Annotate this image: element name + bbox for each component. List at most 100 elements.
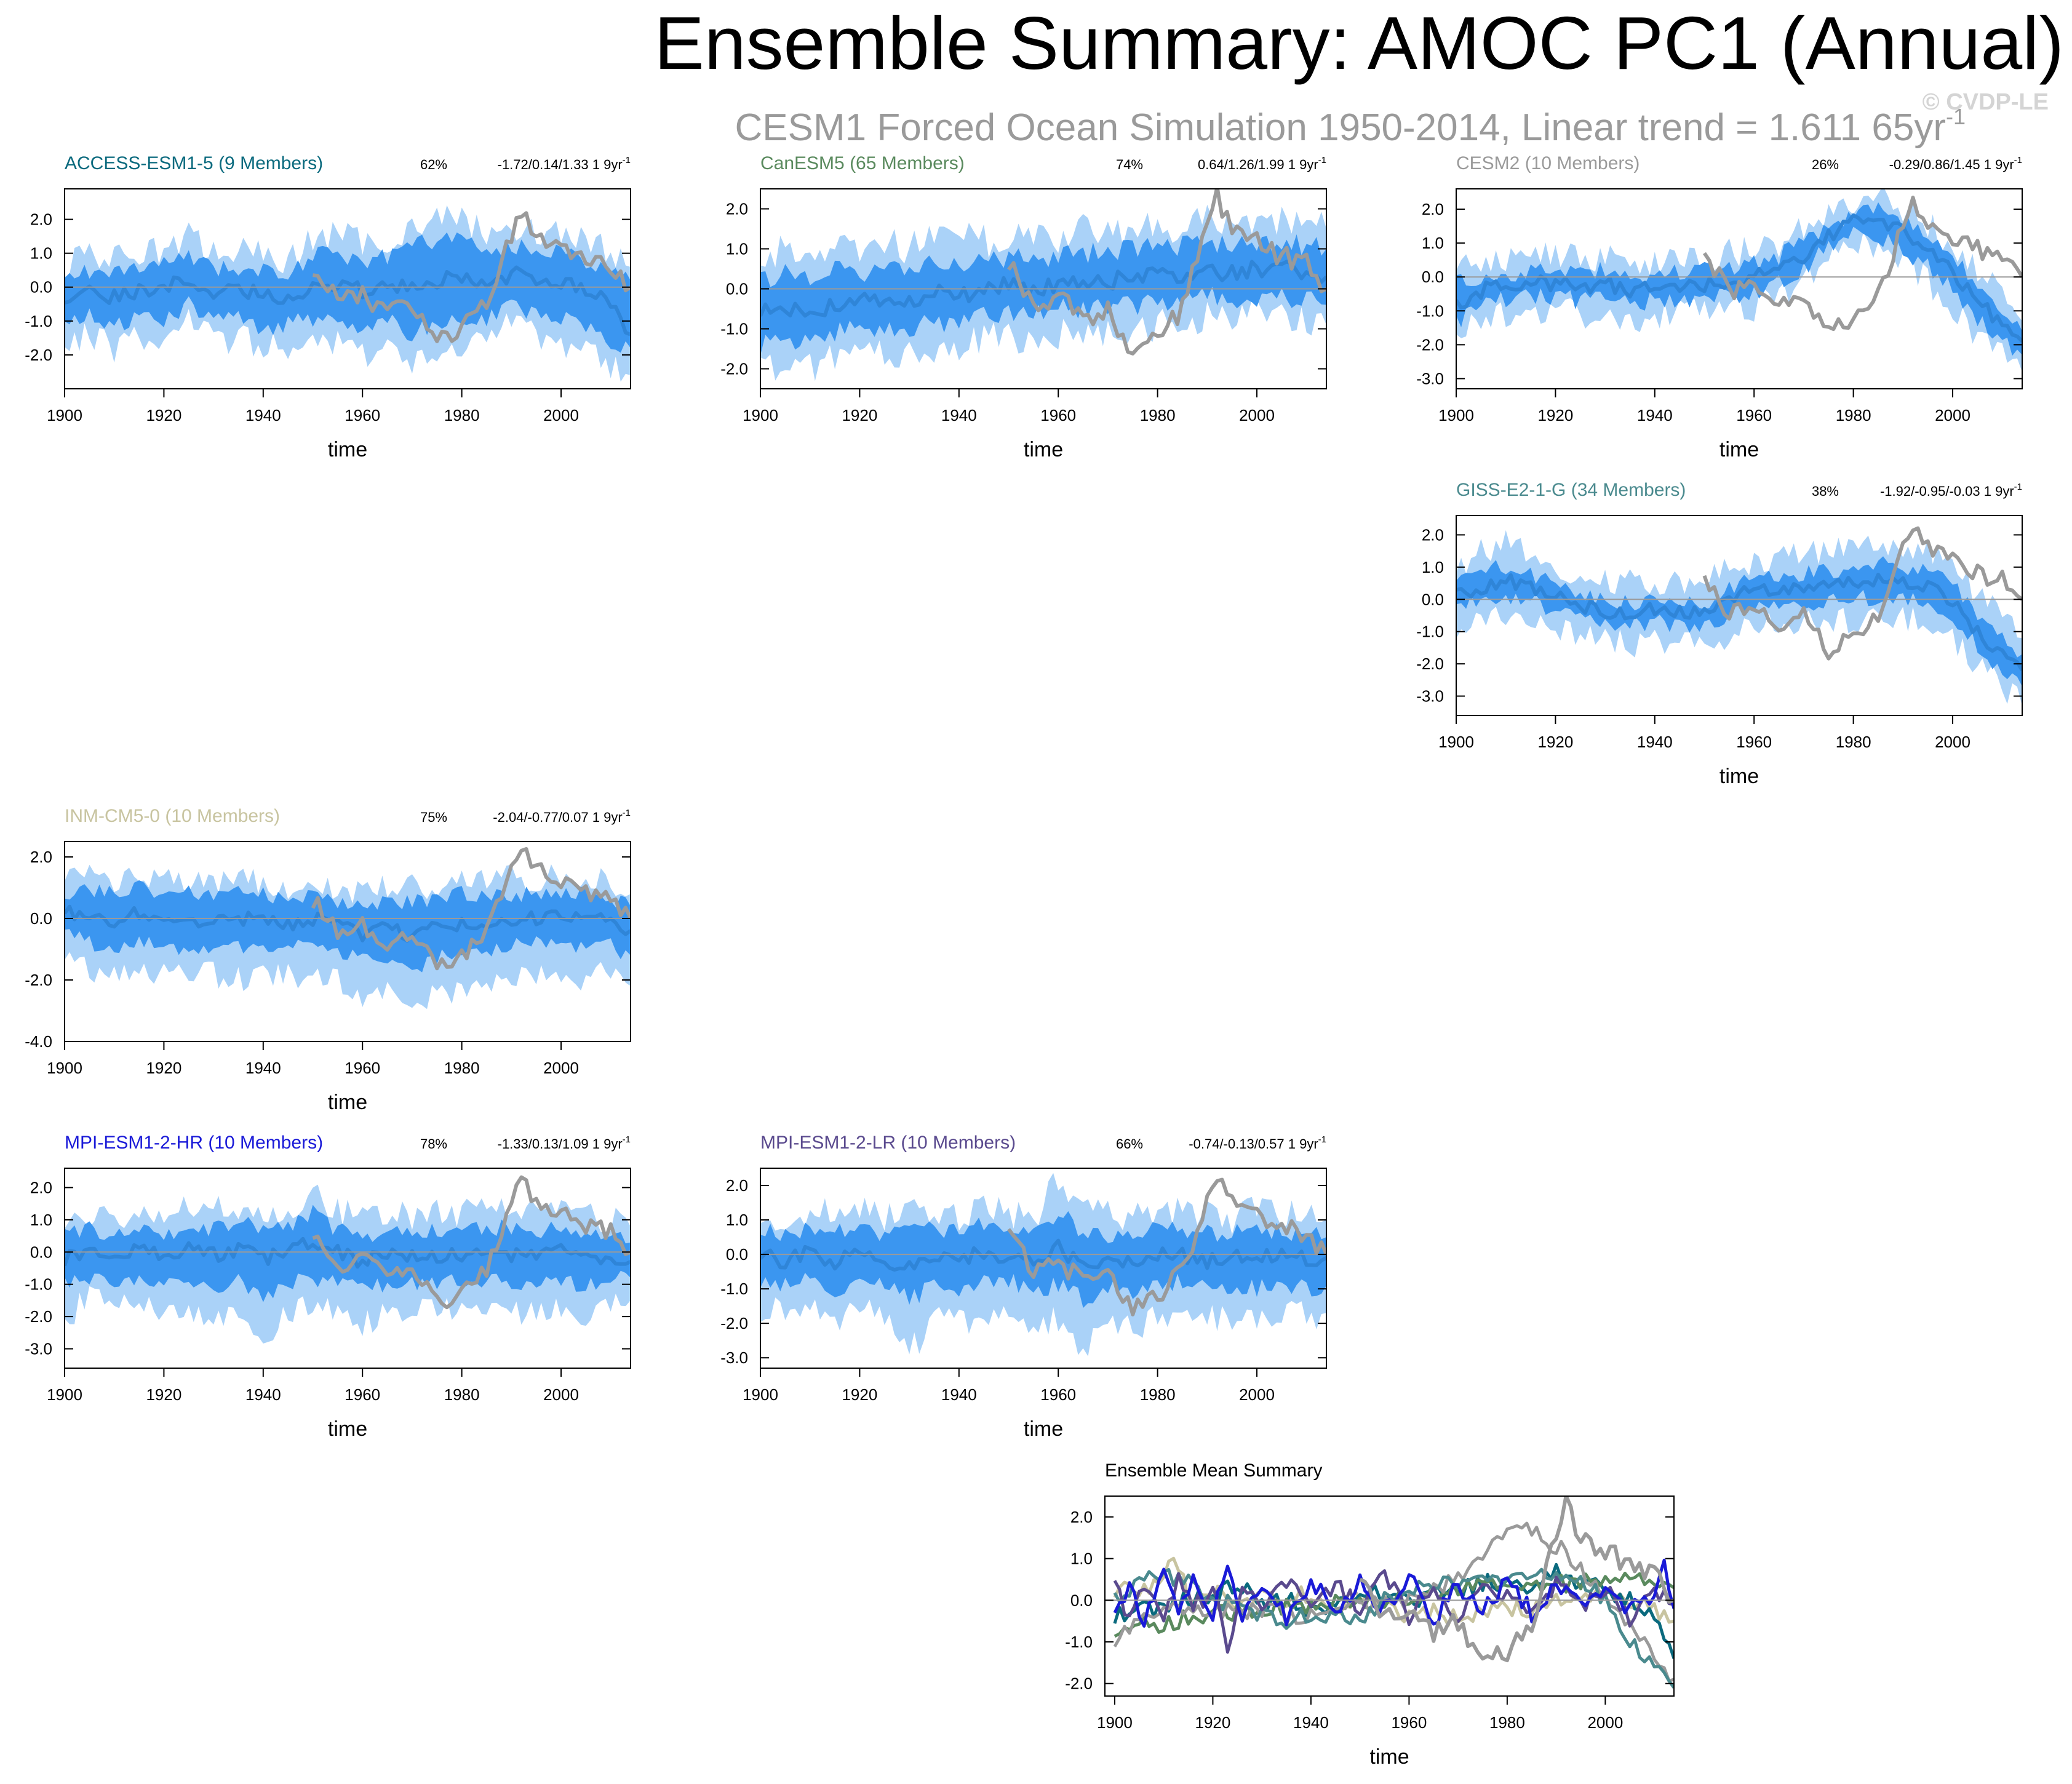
ytick-label-canesm: -1.0 [720, 320, 748, 338]
trend-label-cesm2: -0.29/0.86/1.45 1 9yr-1 [1889, 155, 2022, 172]
xtick-label-summary: 1960 [1391, 1713, 1427, 1732]
trend-label-giss: -1.92/-0.95/-0.03 1 9yr-1 [1880, 482, 2022, 499]
ytick-label-mpilr: -3.0 [720, 1348, 748, 1367]
trend-label-inm: -2.04/-0.77/0.07 1 9yr-1 [493, 808, 631, 825]
plot-area-mpilr [760, 1173, 1326, 1356]
ytick-label-canesm: 1.0 [726, 240, 748, 258]
xtick-label-inm: 1900 [47, 1059, 82, 1077]
plot-frame-inm [64, 841, 631, 1042]
ytick-label-canesm: -2.0 [720, 360, 748, 378]
xtick-label-giss: 1960 [1736, 733, 1772, 751]
panel-summary: 2.0 1.0 0.0 -1.0 -2.0 1900 1920 1940 1960 1980 200… [1065, 1460, 1675, 1769]
panel-title-mpihr: MPI-ESM1-2-HR (10 Members) [65, 1133, 323, 1153]
ytick-label-giss: 0.0 [1422, 590, 1444, 608]
trend-text-mpilr: -0.74/-0.13/0.57 1 9yr [1189, 1136, 1318, 1152]
trend-text-access: -1.72/0.14/1.33 1 9yr [498, 157, 623, 172]
ytick-label-mpihr: 0.0 [30, 1243, 52, 1261]
trend-text-cesm2: -0.29/0.86/1.45 1 9yr [1889, 157, 2014, 172]
xtick-label-canesm: 1920 [842, 406, 877, 424]
ytick-label-giss: -3.0 [1416, 687, 1444, 706]
ensemble-mean-line-access [65, 265, 631, 336]
xaxis-label-canesm: time [1024, 438, 1063, 461]
plot-area-giss [1456, 526, 2022, 706]
plot-frame-mpilr [760, 1168, 1327, 1369]
panel-mpilr: 2.0 1.0 0.0 -1.0 -2.0 -3.0 1900 1920 1940 1960 198… [720, 1133, 1327, 1441]
ytick-label-cesm2: -1.0 [1416, 301, 1444, 320]
panel-title-giss: GISS-E2-1-G (34 Members) [1456, 480, 1686, 500]
ytick-label-summary: 0.0 [1070, 1591, 1093, 1609]
trend-exponent-canesm: -1 [1318, 155, 1326, 165]
ensemble-mean-line-giss [1456, 573, 2022, 672]
xtick-label-inm: 1940 [245, 1059, 281, 1077]
panel-title-inm: INM-CM5-0 (10 Members) [65, 806, 280, 826]
ytick-label-giss: 2.0 [1422, 525, 1444, 544]
plot-frame-mpihr [64, 1168, 631, 1369]
ytick-label-inm: -4.0 [25, 1032, 52, 1051]
pct-label-inm: 75% [420, 810, 447, 825]
xtick-label-summary: 2000 [1587, 1713, 1623, 1732]
xtick-label-summary: 1900 [1097, 1713, 1133, 1732]
plot-frame-summary [1104, 1495, 1675, 1697]
figure-subtitle-text: CESM1 Forced Ocean Simulation 1950-2014,… [735, 106, 1946, 149]
xtick-label-inm: 2000 [543, 1059, 579, 1077]
inner-range-band-cesm2 [1456, 202, 2022, 356]
ytick-label-summary: -1.0 [1065, 1633, 1093, 1651]
xtick-label-canesm: 1900 [743, 406, 778, 424]
trend-exponent-mpilr: -1 [1318, 1134, 1326, 1145]
ytick-label-cesm2: 0.0 [1422, 268, 1444, 286]
xaxis-label-giss: time [1719, 765, 1759, 788]
xtick-label-mpilr: 1900 [743, 1385, 778, 1404]
panel-access: 2.0 1.0 0.0 -1.0 -2.0 1900 1920 1940 1960 1980 200… [25, 153, 631, 461]
pct-label-mpihr: 78% [420, 1136, 447, 1152]
ytick-label-mpilr: 1.0 [726, 1211, 748, 1229]
trend-text-canesm: 0.64/1.26/1.99 1 9yr [1198, 157, 1318, 172]
ytick-label-inm: 0.0 [30, 909, 52, 928]
ensemble-mean-line-canesm [760, 260, 1326, 318]
xaxis-label-inm: time [328, 1091, 367, 1114]
figure-title: Ensemble Summary: AMOC PC1 (Annual) [654, 1, 2064, 85]
xtick-label-access: 2000 [543, 406, 579, 424]
xtick-label-cesm2: 2000 [1935, 406, 1970, 424]
ytick-label-mpilr: 0.0 [726, 1245, 748, 1264]
pct-label-access: 62% [420, 157, 447, 172]
panel-title-access: ACCESS-ESM1-5 (9 Members) [65, 153, 323, 173]
xtick-label-mpilr: 2000 [1239, 1385, 1275, 1404]
obs-line-mpilr [1007, 1177, 1326, 1316]
ytick-label-mpilr: -2.0 [720, 1314, 748, 1332]
ytick-label-summary: 2.0 [1070, 1508, 1093, 1526]
xtick-label-mpilr: 1920 [842, 1385, 877, 1404]
ytick-label-mpilr: 2.0 [726, 1176, 748, 1195]
ensemble-mean-line-mpilr [760, 1238, 1326, 1272]
trend-text-mpihr: -1.33/0.13/1.09 1 9yr [498, 1136, 623, 1152]
ytick-label-mpihr: -1.0 [25, 1275, 52, 1294]
ytick-label-mpihr: -2.0 [25, 1307, 52, 1326]
panel-mpihr: 2.0 1.0 0.0 -1.0 -2.0 -3.0 1900 1920 1940 1960 198… [25, 1133, 631, 1441]
trend-text-inm: -2.04/-0.77/0.07 1 9yr [493, 810, 622, 825]
plot-frame-access [64, 188, 631, 389]
xtick-label-cesm2: 1980 [1836, 406, 1871, 424]
xaxis-label-access: time [328, 438, 367, 461]
xtick-label-access: 1900 [47, 406, 82, 424]
ytick-label-access: 0.0 [30, 278, 52, 297]
mean-line-mpi-esm1-2-hr [1113, 1558, 1674, 1628]
panel-cesm2: 2.0 1.0 0.0 -1.0 -2.0 -3.0 1900 1920 1940 1960 198… [1416, 153, 2023, 461]
xtick-label-summary: 1940 [1293, 1713, 1329, 1732]
ytick-label-giss: 1.0 [1422, 558, 1444, 576]
plot-area-summary [1113, 1496, 1674, 1689]
obs-line-cesm2 [1703, 196, 2022, 332]
xtick-label-access: 1980 [444, 406, 480, 424]
ytick-label-canesm: 0.0 [726, 280, 748, 298]
obs-line-access [313, 211, 631, 343]
xtick-label-canesm: 2000 [1239, 406, 1275, 424]
xtick-label-inm: 1980 [444, 1059, 480, 1077]
panel-title-canesm: CanESM5 (65 Members) [760, 153, 965, 173]
xtick-label-mpihr: 1900 [47, 1385, 82, 1404]
xtick-label-giss: 1980 [1836, 733, 1871, 751]
ytick-label-mpilr: -1.0 [720, 1280, 748, 1298]
ytick-label-inm: -2.0 [25, 971, 52, 989]
xtick-label-cesm2: 1920 [1537, 406, 1573, 424]
obs-line-canesm [1007, 189, 1326, 356]
panels: 2.0 1.0 0.0 -1.0 -2.0 1900 1920 1940 1960 1980 200… [25, 153, 2023, 1769]
figure-subtitle-exponent: -1 [1946, 104, 1966, 129]
